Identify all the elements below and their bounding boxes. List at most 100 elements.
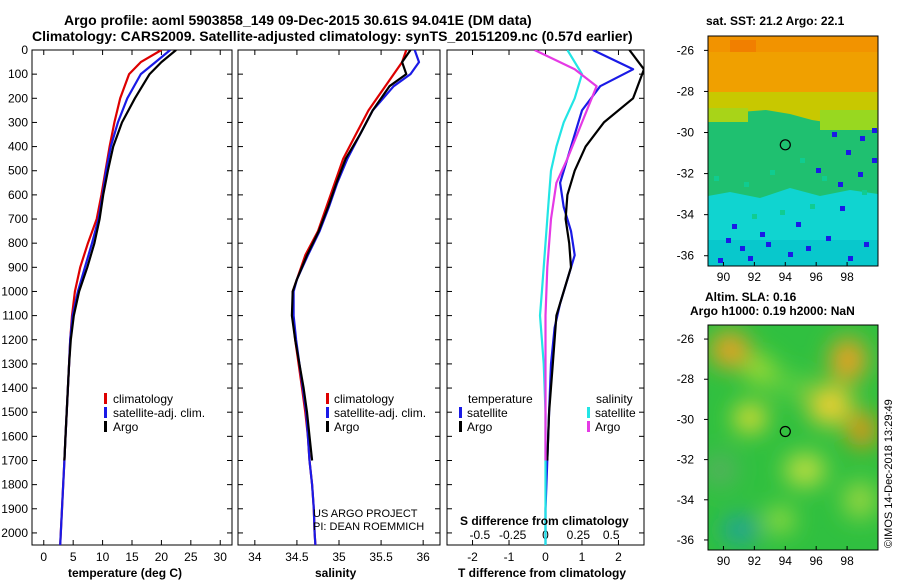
series-group <box>534 50 644 545</box>
s-difference-axis-label: S difference from climatology <box>460 514 629 528</box>
x-tick-label: 1 <box>579 550 586 564</box>
x-tick-label: 15 <box>125 550 139 564</box>
map-x-tick-label: 90 <box>717 554 731 568</box>
map-y-tick-label: -26 <box>677 43 695 57</box>
series-group <box>290 50 421 545</box>
y-tick-label: 1700 <box>1 453 28 467</box>
map-pixel <box>862 190 867 195</box>
x-tick-label: 36 <box>416 550 430 564</box>
y-tick-label: 1900 <box>1 502 28 516</box>
map-pixel <box>714 176 719 181</box>
sla-argo-position <box>779 425 791 438</box>
legend-swatch-black <box>326 421 329 432</box>
series-line-t-satellite <box>544 50 635 545</box>
map-y-tick-label: -32 <box>677 453 695 467</box>
x-tick-label: -2 <box>467 550 478 564</box>
map-y-tick-label: -34 <box>677 208 695 222</box>
map-x-tick-label: 96 <box>810 554 824 568</box>
y-tick-label: 500 <box>8 164 28 178</box>
map-pixel <box>806 246 811 251</box>
map-pixel <box>826 236 831 241</box>
series-line-s-argo <box>534 50 598 461</box>
temperature-panel <box>31 49 233 546</box>
legend-title-salinity: salinity <box>596 392 633 406</box>
y-tick-label: 700 <box>8 212 28 226</box>
y-tick-label: 100 <box>8 67 28 81</box>
map-pixel <box>752 214 757 219</box>
legend-swatch-black <box>459 421 462 432</box>
y-tick-label: 200 <box>8 91 28 105</box>
x-tick-label: 0 <box>40 550 47 564</box>
x-tick-label: 34.5 <box>285 550 309 564</box>
map-pixel <box>748 256 753 261</box>
map-pixel <box>718 258 723 263</box>
x-tick-label: -1 <box>504 550 515 564</box>
map-pixel <box>872 158 877 163</box>
x-tick-label: 2 <box>615 550 622 564</box>
salinity-axis-label: salinity <box>315 566 357 580</box>
sst-map-image <box>708 36 878 266</box>
legend-climatology: climatology <box>334 392 394 406</box>
map-y-tick-label: -30 <box>677 412 695 426</box>
sst-map-title: sat. SST: 21.2 Argo: 22.1 <box>706 14 845 28</box>
map-x-tick-label: 92 <box>748 270 762 284</box>
series-line-argo <box>63 50 177 461</box>
map-y-tick-label: -28 <box>677 372 695 386</box>
sst-map-frame <box>707 35 879 267</box>
difference-legend-temperature: temperature satellite Argo <box>459 392 533 434</box>
legend-swatch-red <box>326 393 329 404</box>
plot-title-line2: Climatology: CARS2009. Satellite-adjuste… <box>32 28 633 44</box>
series-line-satellite-adj-clim- <box>59 50 171 545</box>
legend-argo: Argo <box>595 420 621 434</box>
series-line-argo <box>290 50 412 461</box>
y-tick-label: 0 <box>21 43 28 57</box>
map-x-tick-label: 98 <box>840 554 854 568</box>
x-tick-label: 30 <box>214 550 228 564</box>
map-pixel <box>864 242 869 247</box>
map-pixel <box>796 222 801 227</box>
map-pixel <box>744 182 749 187</box>
legend-title-temperature: temperature <box>468 392 533 406</box>
x2-tick-label: 0.25 <box>567 528 591 542</box>
map-x-tick-label: 98 <box>840 270 854 284</box>
legend-swatch-blue <box>459 407 462 418</box>
map-y-tick-label: -32 <box>677 167 695 181</box>
map-pixel <box>816 168 821 173</box>
legend-swatch-blue <box>326 407 329 418</box>
map-pixel <box>770 170 775 175</box>
legend-satellite-adj: satellite-adj. clim. <box>113 406 205 420</box>
x-tick-label: 35 <box>332 550 346 564</box>
legend-swatch-black <box>104 421 107 432</box>
y-tick-label: 1800 <box>1 478 28 492</box>
y-tick-label: 800 <box>8 236 28 250</box>
y-tick-label: 1400 <box>1 381 28 395</box>
map-pixel <box>832 132 837 137</box>
x-tick-label: 34 <box>248 550 262 564</box>
y-tick-label: 1300 <box>1 357 28 371</box>
map-pixel <box>840 206 845 211</box>
sla-map-image <box>708 325 878 550</box>
map-pixel <box>732 224 737 229</box>
map-y-tick-label: -36 <box>677 249 695 263</box>
imos-credit: ©IMOS 14-Dec-2018 13:29:49 <box>883 399 895 548</box>
map-pixel <box>788 252 793 257</box>
map-pixel <box>780 210 785 215</box>
map-pixel <box>726 238 731 243</box>
map-pixel <box>860 136 865 141</box>
legend-satellite: satellite <box>467 406 508 420</box>
difference-legend-salinity: salinity satellite Argo <box>587 392 636 434</box>
project-credit-line2: PI: DEAN ROEMMICH <box>313 521 424 533</box>
map-pixel <box>846 150 851 155</box>
map-y-tick-label: -28 <box>677 84 695 98</box>
legend-argo: Argo <box>467 420 493 434</box>
sla-map-subtitle: Argo h1000: 0.19 h2000: NaN <box>690 304 855 318</box>
map-pixel <box>822 176 827 181</box>
series-line-satellite-adj-clim- <box>292 50 421 545</box>
map-x-tick-label: 96 <box>810 270 824 284</box>
legend-argo: Argo <box>334 420 360 434</box>
plot-title-line1: Argo profile: aoml 5903858_149 09-Dec-20… <box>64 12 532 28</box>
y-tick-label: 2000 <box>1 526 28 540</box>
map-x-tick-label: 94 <box>779 554 793 568</box>
y-tick-label: 400 <box>8 140 28 154</box>
legend-swatch-cyan <box>587 407 590 418</box>
